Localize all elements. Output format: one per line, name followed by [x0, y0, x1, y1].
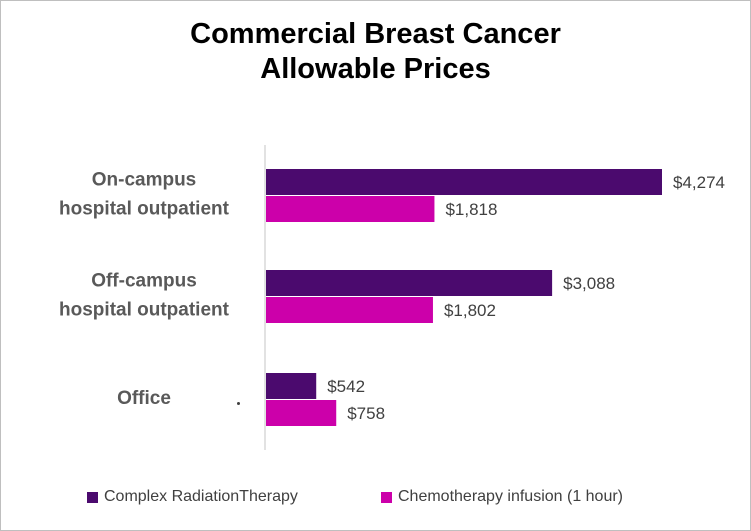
- category-label: hospital outpatient: [59, 199, 230, 220]
- data-label-radiation: $542: [327, 377, 365, 396]
- category-label: Off-campus: [91, 271, 197, 292]
- chart-title-line-2: Allowable Prices: [260, 53, 491, 85]
- bar-radiation: [266, 270, 553, 296]
- category-label: On-campus: [92, 170, 197, 191]
- legend-swatch-radiation: [87, 491, 98, 503]
- category-label: Office: [117, 388, 171, 409]
- category-label: hospital outpatient: [59, 300, 230, 321]
- data-label-chemotherapy: $758: [347, 404, 385, 423]
- stray-dot-mark: [237, 402, 240, 405]
- chart-title-line-1: Commercial Breast Cancer: [190, 18, 561, 50]
- bar-chemotherapy: [266, 196, 435, 222]
- legend-swatch-chemotherapy: [381, 491, 392, 503]
- chart-title: Commercial Breast Cancer Allowable Price…: [1, 17, 750, 87]
- data-label-radiation: $4,274: [673, 173, 725, 192]
- bar-radiation: [266, 169, 662, 195]
- data-label-chemotherapy: $1,818: [445, 200, 497, 219]
- bar-chemotherapy: [266, 297, 433, 323]
- legend-item-radiation: Complex RadiationTherapy: [87, 488, 298, 506]
- legend-label-chemotherapy: Chemotherapy infusion (1 hour): [398, 488, 624, 505]
- data-label-chemotherapy: $1,802: [444, 301, 496, 320]
- bar-chemotherapy: [266, 400, 337, 426]
- legend-item-chemotherapy: Chemotherapy infusion (1 hour): [381, 488, 623, 506]
- legend-label-radiation: Complex RadiationTherapy: [104, 488, 298, 505]
- data-label-radiation: $3,088: [563, 274, 615, 293]
- bar-radiation: [266, 373, 317, 399]
